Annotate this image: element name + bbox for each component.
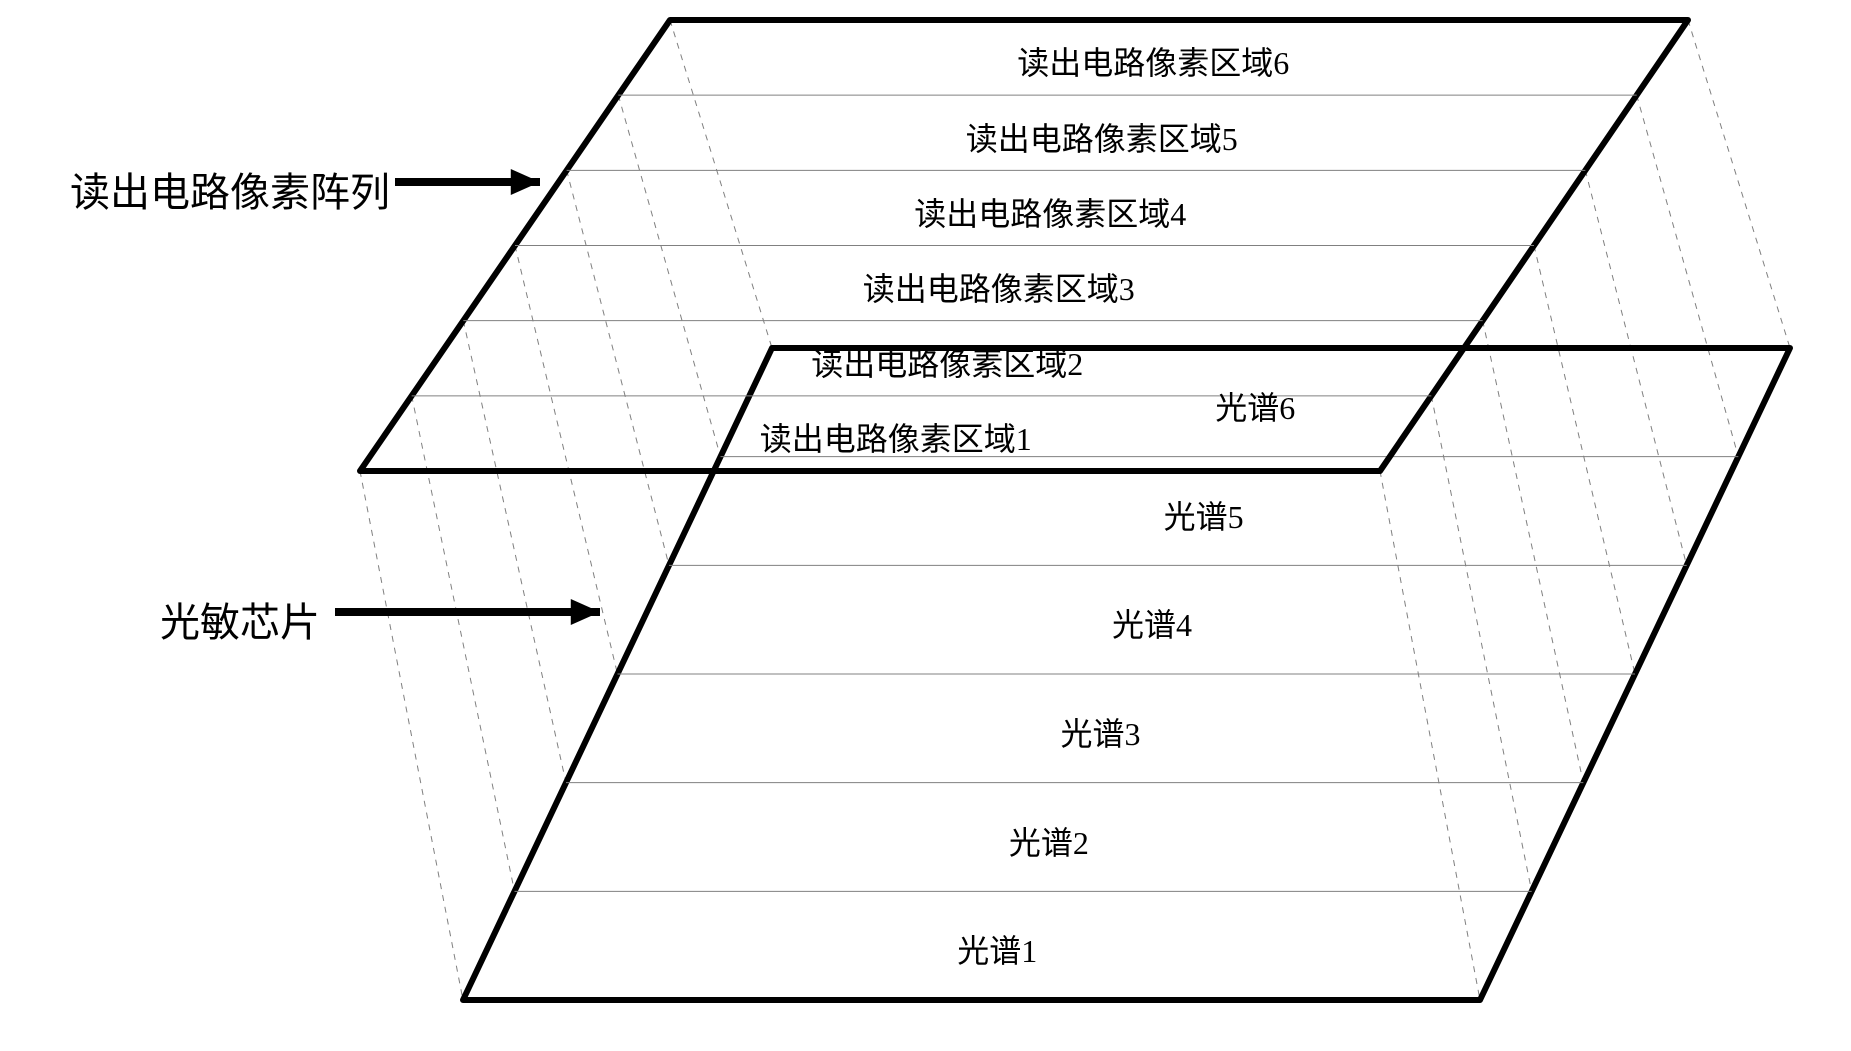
spectrum-row-4: 光谱2 bbox=[1009, 818, 1089, 864]
readout-pixel-region-row-4: 读出电路像素区域2 bbox=[811, 339, 1083, 385]
top-layer-label: 读出电路像素阵列 bbox=[70, 160, 390, 218]
spectrum-row-1: 光谱5 bbox=[1164, 492, 1244, 538]
bottom-layer-label: 光敏芯片 bbox=[160, 590, 320, 648]
diagram-svg bbox=[0, 0, 1851, 1051]
readout-pixel-region-row-5: 读出电路像素区域1 bbox=[760, 414, 1032, 460]
spectrum-row-5: 光谱1 bbox=[957, 926, 1037, 972]
readout-pixel-region-row-0: 读出电路像素区域6 bbox=[1017, 38, 1289, 84]
diagram: 读出电路像素阵列 光敏芯片 读出电路像素区域6 读出电路像素区域5 读出电路像素区域… bbox=[0, 0, 1851, 1051]
readout-pixel-region-row-1: 读出电路像素区域5 bbox=[966, 114, 1238, 160]
readout-pixel-region-row-3: 读出电路像素区域3 bbox=[863, 264, 1135, 310]
spectrum-row-0: 光谱6 bbox=[1215, 383, 1295, 429]
spectrum-row-2: 光谱4 bbox=[1112, 600, 1192, 646]
readout-pixel-region-row-2: 读出电路像素区域4 bbox=[914, 189, 1186, 235]
spectrum-row-3: 光谱3 bbox=[1060, 709, 1140, 755]
